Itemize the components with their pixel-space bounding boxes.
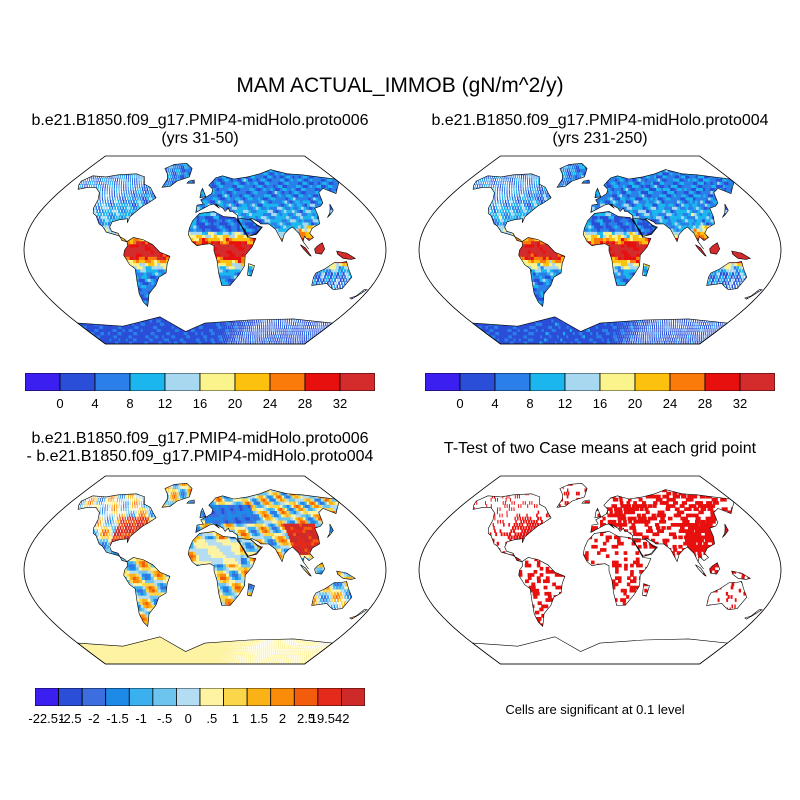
colorbar-tick-label: -1.5 (106, 711, 128, 726)
colorbar-swatch (129, 373, 166, 391)
colorbar-tick-label: 4 (91, 396, 98, 411)
colorbar-swatch (81, 688, 107, 706)
colorbar-swatch (25, 373, 61, 391)
colorbar-swatch (459, 373, 496, 391)
panel-title-diff: b.e21.B1850.f09_g17.PMIP4-midHolo.proto0… (5, 430, 395, 466)
colorbar-tick-label: -.5 (157, 711, 172, 726)
colorbar-swatch (234, 373, 271, 391)
colorbar-tick-label: -2 (88, 711, 100, 726)
colorbar-swatch (152, 688, 177, 706)
colorbar-swatch (223, 688, 248, 706)
colorbar-tick-label: 0 (185, 711, 192, 726)
panel-title-case2-line1: b.e21.B1850.f09_g17.PMIP4-midHolo.proto0… (405, 112, 795, 130)
colorbar-tick-label: 24 (663, 396, 677, 411)
colorbar-swatch (425, 373, 461, 391)
colorbar-swatch (199, 373, 236, 391)
panel-title-diff-line2: - b.e21.B1850.f09_g17.PMIP4-midHolo.prot… (5, 448, 395, 466)
colorbar-tick-label: .5 (206, 711, 217, 726)
colorbar-tick-label: 0 (456, 396, 463, 411)
map-frame (418, 475, 782, 665)
colorbar-swatch (317, 688, 342, 706)
colorbar-tick-label: 32 (733, 396, 747, 411)
colorbar-tick-label: 12 (558, 396, 572, 411)
map-case1 (23, 155, 387, 345)
map-frame (23, 155, 387, 345)
colorbar-diff-labels: -22.51 -2.5 -2 -1.5 -1 -.5 0 .5 1 1.5 2 2.5 19.542 (28, 711, 365, 727)
colorbar-swatch (341, 688, 365, 706)
map-ttest (418, 475, 782, 665)
colorbar-swatch (164, 373, 201, 391)
colorbar-swatch (599, 373, 636, 391)
panel-title-case2: b.e21.B1850.f09_g17.PMIP4-midHolo.proto0… (405, 112, 795, 148)
colorbar-swatch (270, 688, 295, 706)
colorbar-swatch (669, 373, 706, 391)
colorbar-tick-label: 8 (526, 396, 533, 411)
panel-title-case1-line1: b.e21.B1850.f09_g17.PMIP4-midHolo.proto0… (5, 112, 395, 130)
colorbar-case2-labels: 0 4 8 12 16 20 24 28 32 (425, 396, 775, 412)
colorbar-swatch (293, 688, 319, 706)
map-frame (23, 475, 387, 665)
colorbar-case1-labels: 0 4 8 12 16 20 24 28 32 (25, 396, 375, 412)
colorbar-swatch (739, 373, 775, 391)
colorbar-tick-label: 16 (593, 396, 607, 411)
colorbar-tick-label: 28 (698, 396, 712, 411)
colorbar-swatch (176, 688, 201, 706)
colorbar-tick-label: 24 (263, 396, 277, 411)
colorbar-diff (35, 688, 365, 706)
colorbar-tick-label: 1.5 (250, 711, 268, 726)
colorbar-swatch (199, 688, 224, 706)
colorbar-swatch (634, 373, 671, 391)
colorbar-swatch (246, 688, 272, 706)
colorbar-tick-label: 12 (158, 396, 172, 411)
panel-title-case1: b.e21.B1850.f09_g17.PMIP4-midHolo.proto0… (5, 112, 395, 148)
coastlines (471, 482, 763, 665)
colorbar-tick-label: 2.5 (297, 711, 315, 726)
colorbar-swatch (59, 373, 96, 391)
figure-title: MAM ACTUAL_IMMOB (gN/m^2/y) (0, 74, 800, 98)
colorbar-tick-label: 20 (628, 396, 642, 411)
colorbar-swatch (58, 688, 83, 706)
colorbar-tick-label: 0 (56, 396, 63, 411)
colorbar-swatch (105, 688, 130, 706)
map-ocean-background (419, 476, 781, 664)
colorbar-tick-label: -22.51 (28, 711, 65, 726)
colorbar-swatch (704, 373, 741, 391)
colorbar-tick-label: -1 (135, 711, 147, 726)
colorbar-case2 (425, 373, 775, 391)
colorbar-swatch (128, 688, 154, 706)
colorbar-tick-label: 4 (491, 396, 498, 411)
panel-title-diff-line1: b.e21.B1850.f09_g17.PMIP4-midHolo.proto0… (5, 430, 395, 448)
colorbar-swatch (304, 373, 341, 391)
colorbar-tick-label: -2.5 (59, 711, 81, 726)
colorbar-swatch (564, 373, 601, 391)
panel-title-case1-line2: (yrs 31-50) (5, 130, 395, 148)
colorbar-swatch (94, 373, 131, 391)
panel-title-case2-line2: (yrs 231-250) (405, 130, 795, 148)
colorbar-tick-label: 19.542 (310, 711, 350, 726)
colorbar-swatch (35, 688, 59, 706)
ttest-note: Cells are significant at 0.1 level (400, 702, 790, 717)
colorbar-tick-label: 20 (228, 396, 242, 411)
colorbar-tick-label: 8 (126, 396, 133, 411)
colorbar-swatch (494, 373, 531, 391)
panel-title-ttest: T-Test of two Case means at each grid po… (405, 440, 795, 458)
colorbar-tick-label: 1 (232, 711, 239, 726)
map-case2 (418, 155, 782, 345)
colorbar-case1 (25, 373, 375, 391)
panel-title-ttest-line1: T-Test of two Case means at each grid po… (405, 440, 795, 458)
colorbar-swatch (529, 373, 566, 391)
map-diff (23, 475, 387, 665)
map-frame (418, 155, 782, 345)
colorbar-tick-label: 28 (298, 396, 312, 411)
colorbar-tick-label: 2 (279, 711, 286, 726)
colorbar-swatch (339, 373, 375, 391)
colorbar-swatch (269, 373, 306, 391)
colorbar-tick-label: 16 (193, 396, 207, 411)
colorbar-tick-label: 32 (333, 396, 347, 411)
